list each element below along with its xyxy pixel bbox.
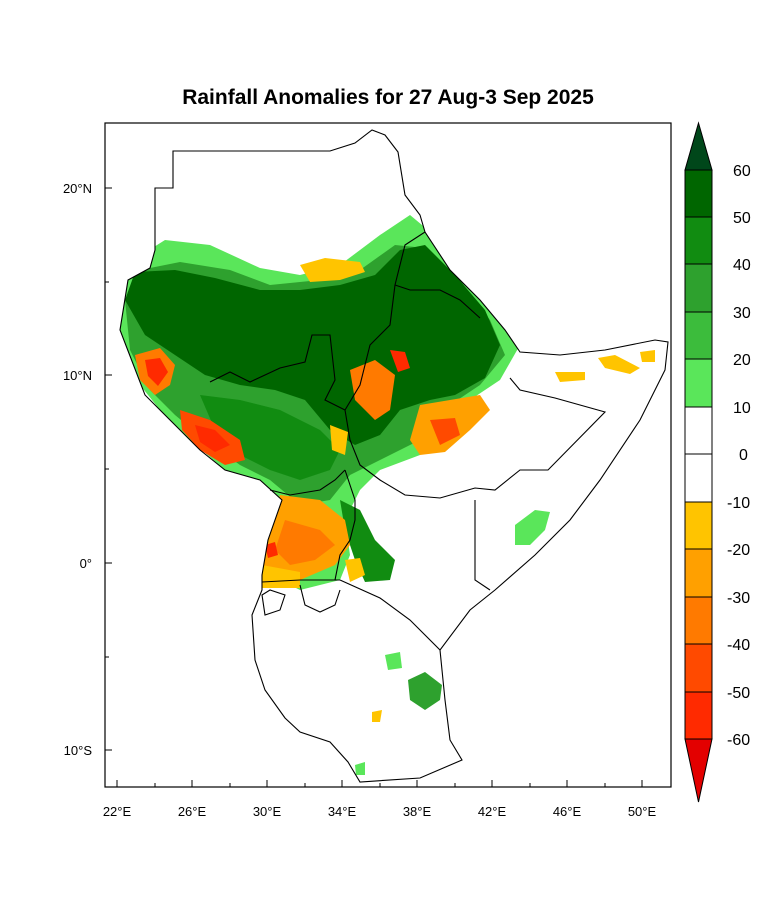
colorbar-bin — [684, 501, 713, 550]
lat-tick-label: 10°S — [64, 743, 93, 758]
negative-anomaly-lake-victoria-deep — [265, 542, 278, 558]
negative-anomaly-central — [350, 360, 395, 420]
colorbar-label: 60 — [733, 163, 751, 180]
axis-ticks — [105, 187, 643, 787]
colorbar-bin — [684, 169, 713, 218]
lon-tick-label: 42°E — [478, 804, 507, 819]
border-rwanda-burundi — [261, 589, 286, 616]
lon-tick-label: 34°E — [328, 804, 357, 819]
negative-anomaly-southwest-core — [195, 425, 230, 452]
positive-anomaly-east-lakes — [340, 500, 395, 582]
positive-anomaly-somalia — [515, 510, 550, 545]
lat-tick-label: 10°N — [63, 368, 92, 383]
negative-anomaly-horn-2 — [640, 350, 655, 362]
positive-anomaly-strong — [125, 245, 500, 445]
border-sudan-south — [209, 231, 426, 411]
negative-anomaly-tanzania-north — [345, 558, 365, 582]
colorbar-label: -50 — [727, 685, 750, 702]
colorbar-label: 20 — [733, 352, 751, 369]
colorbar-label: 30 — [733, 305, 751, 322]
colorbar-bin — [684, 548, 713, 598]
lon-tick-label: 46°E — [553, 804, 582, 819]
colorbar-bin — [684, 311, 713, 360]
border-tanzania-drc — [261, 579, 340, 583]
colorbar-bin — [684, 643, 713, 693]
colorbar-label: 0 — [739, 447, 748, 464]
border-sudan-ethiopia — [394, 284, 481, 319]
lon-tick-label: 50°E — [628, 804, 657, 819]
border-south-sudan-ethiopia — [344, 377, 607, 499]
colorbar-label: -30 — [727, 590, 750, 607]
colorbar-label: 40 — [733, 257, 751, 274]
colorbar-label: -40 — [727, 637, 750, 654]
border-uganda — [334, 469, 356, 581]
colorbar-label: -60 — [727, 732, 750, 749]
colorbar-bin — [684, 216, 713, 265]
anomaly-field — [120, 215, 655, 775]
colorbar-label: -20 — [727, 542, 750, 559]
negative-anomaly-tanzania-south — [372, 710, 382, 722]
negative-anomaly-horn-1 — [598, 355, 640, 374]
colorbar-top-arrow — [684, 121, 713, 171]
map-title: Rainfall Anomalies for 27 Aug-3 Sep 2025 — [182, 86, 594, 109]
colorbar — [684, 121, 713, 803]
negative-anomaly-west-core — [145, 358, 168, 386]
colorbar-bin — [684, 453, 713, 503]
colorbar-label: 50 — [733, 210, 751, 227]
country-borders — [209, 231, 607, 651]
lon-tick-label: 26°E — [178, 804, 207, 819]
negative-anomaly-north — [300, 258, 365, 282]
colorbar-bottom-arrow — [684, 738, 713, 803]
colorbar-bin — [684, 406, 713, 455]
border-lake-victoria — [299, 584, 341, 613]
lat-tick-label: 20°N — [63, 181, 92, 196]
colorbar-bin — [684, 263, 713, 313]
colorbar-bin — [684, 691, 713, 740]
negative-anomaly-horn-3 — [555, 372, 585, 382]
colorbar-label: 10 — [733, 400, 751, 417]
lon-tick-label: 30°E — [253, 804, 282, 819]
colorbar-bin — [684, 358, 713, 408]
colorbar-label: -10 — [727, 495, 750, 512]
positive-anomaly-strong-south — [200, 395, 340, 480]
positive-anomaly-tanzania-3 — [355, 762, 365, 775]
positive-anomaly-tanzania-2 — [385, 652, 402, 670]
negative-anomaly-ethiopia-core — [430, 418, 460, 445]
negative-anomaly-south-sudan — [330, 425, 348, 455]
lon-tick-label: 38°E — [403, 804, 432, 819]
lat-tick-label: 0° — [80, 556, 92, 571]
negative-anomaly-central-core — [390, 350, 410, 372]
border-kenya-tanzania — [339, 579, 441, 651]
negative-anomaly-lake-fringe — [262, 565, 300, 588]
colorbar-bin — [684, 596, 713, 645]
border-kenya-north — [269, 469, 346, 496]
lon-tick-label: 22°E — [103, 804, 132, 819]
border-kenya-somalia — [474, 500, 491, 591]
negative-anomaly-lake-victoria-core — [275, 520, 335, 565]
positive-anomaly-tanzania — [408, 672, 442, 710]
